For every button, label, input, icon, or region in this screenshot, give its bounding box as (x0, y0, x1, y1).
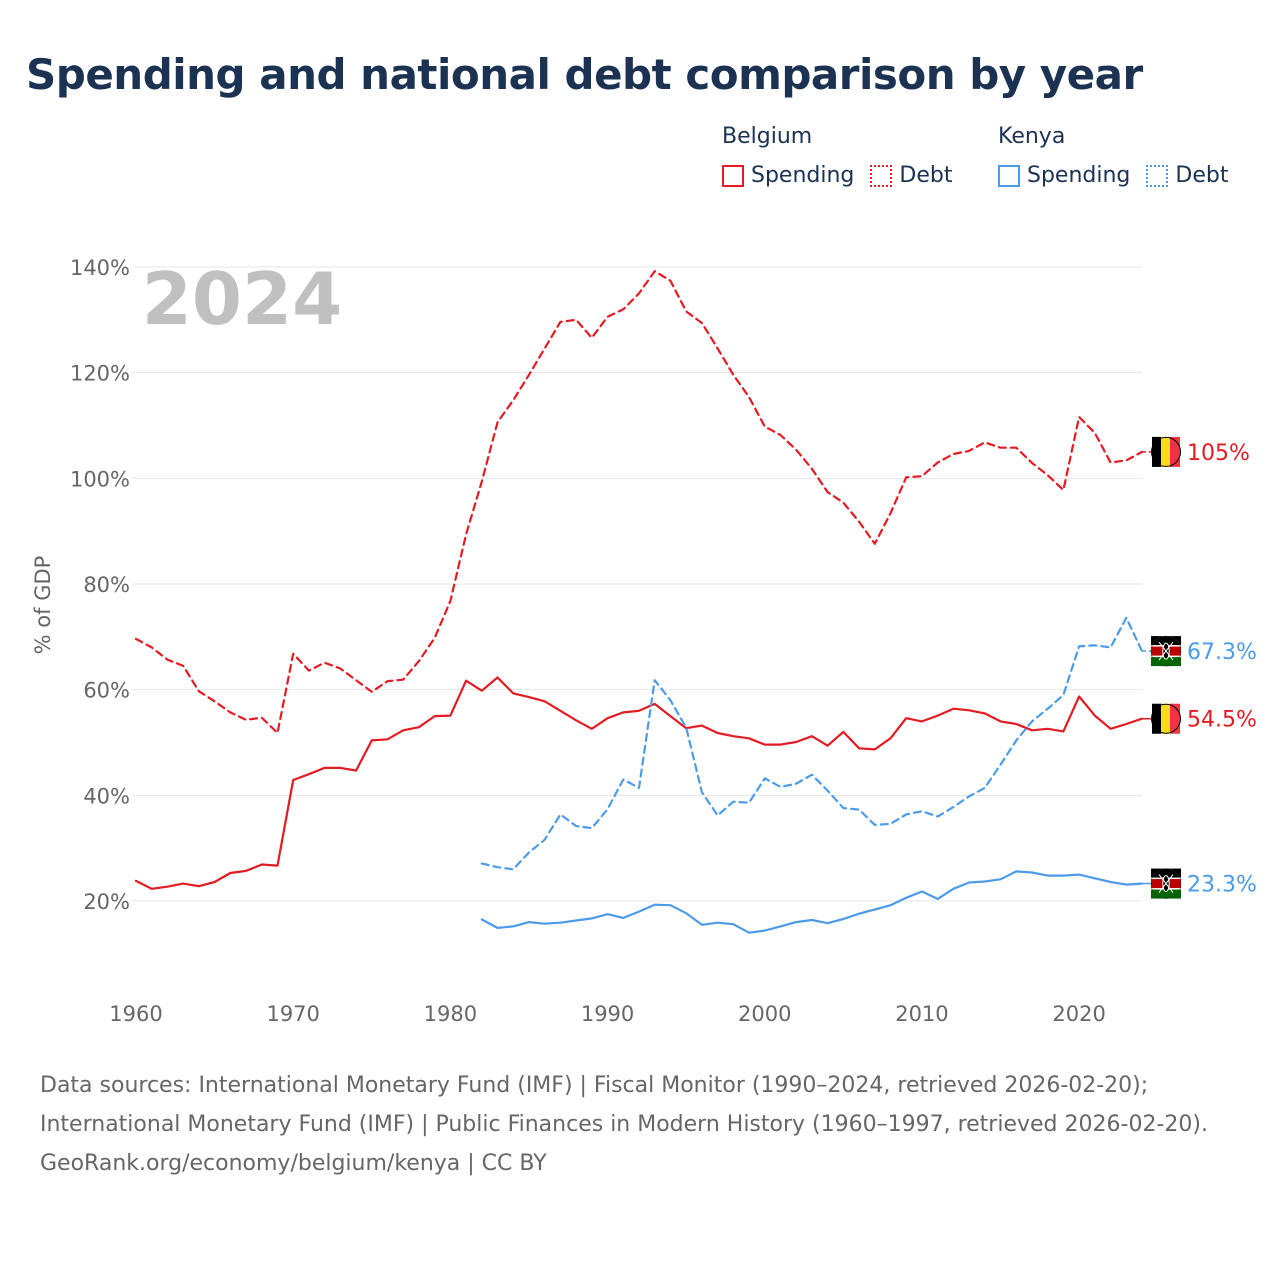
kenya-flag-icon (1150, 868, 1182, 899)
x-tick-label: 1970 (266, 1002, 319, 1026)
belgium-flag-icon (1151, 436, 1181, 467)
kenya-spending-line (480, 870, 1144, 934)
end-value-label: 23.3% (1187, 873, 1257, 898)
legend-kenya-spending[interactable]: Spending (998, 163, 1130, 188)
y-tick-label: 40% (83, 784, 130, 808)
x-tick-label: 1960 (109, 1002, 162, 1026)
x-tick-label: 1980 (424, 1002, 477, 1026)
chart-title: Spending and national debt comparison by… (26, 50, 1143, 99)
legend-kenya: Kenya Spending Debt (998, 124, 1244, 188)
belgium-spending-line (134, 676, 1144, 890)
y-tick-label: 80% (83, 573, 130, 597)
solid-line-swatch-icon (722, 164, 744, 187)
solid-line-swatch-icon (998, 164, 1020, 187)
y-tick-label: 60% (83, 679, 130, 703)
legend-kenya-country: Kenya (998, 124, 1066, 149)
x-tick-label: 1990 (581, 1002, 634, 1026)
legend-belgium-spending-label: Spending (751, 163, 855, 188)
end-value-label: 67.3% (1187, 640, 1257, 665)
legend-belgium-country: Belgium (722, 124, 813, 149)
end-value-label: 105% (1187, 441, 1250, 466)
year-watermark: 2024 (142, 257, 342, 341)
x-tick-label: 2000 (738, 1002, 791, 1026)
kenya-debt-line (480, 616, 1144, 871)
legend-belgium: Belgium Spending Debt (722, 124, 968, 188)
legend-belgium-debt[interactable]: Debt (870, 163, 952, 188)
data-sources: Data sources: International Monetary Fun… (40, 1073, 1208, 1137)
chart-footer: Data sources: International Monetary Fun… (40, 1066, 1240, 1183)
x-tick-label: 2020 (1052, 1002, 1105, 1026)
x-tick-label: 2010 (895, 1002, 948, 1026)
y-tick-label: 100% (70, 467, 130, 491)
end-value-label: 54.5% (1187, 708, 1257, 733)
kenya-flag-icon (1150, 635, 1182, 667)
y-tick-label: 140% (70, 256, 130, 280)
belgium-flag-icon (1151, 703, 1181, 734)
dotted-line-swatch-icon (1146, 164, 1169, 187)
legend-belgium-spending[interactable]: Spending (722, 163, 854, 188)
y-tick-label: 120% (70, 362, 130, 386)
legend-belgium-debt-label: Debt (899, 163, 953, 188)
legend-kenya-debt[interactable]: Debt (1146, 163, 1228, 188)
credit-link[interactable]: GeoRank.org/economy/belgium/kenya | CC B… (40, 1151, 547, 1176)
y-axis-label: % of GDP (31, 556, 55, 655)
belgium-debt-line (134, 270, 1144, 735)
y-tick-label: 20% (83, 890, 130, 914)
line-chart: 20% 40% 60% 80% 100% 120% 140% 1960 1970 1980 1990… (31, 256, 1257, 1026)
legend-kenya-debt-label: Debt (1175, 163, 1229, 188)
legend-kenya-spending-label: Spending (1027, 163, 1131, 188)
dotted-line-swatch-icon (870, 164, 893, 187)
